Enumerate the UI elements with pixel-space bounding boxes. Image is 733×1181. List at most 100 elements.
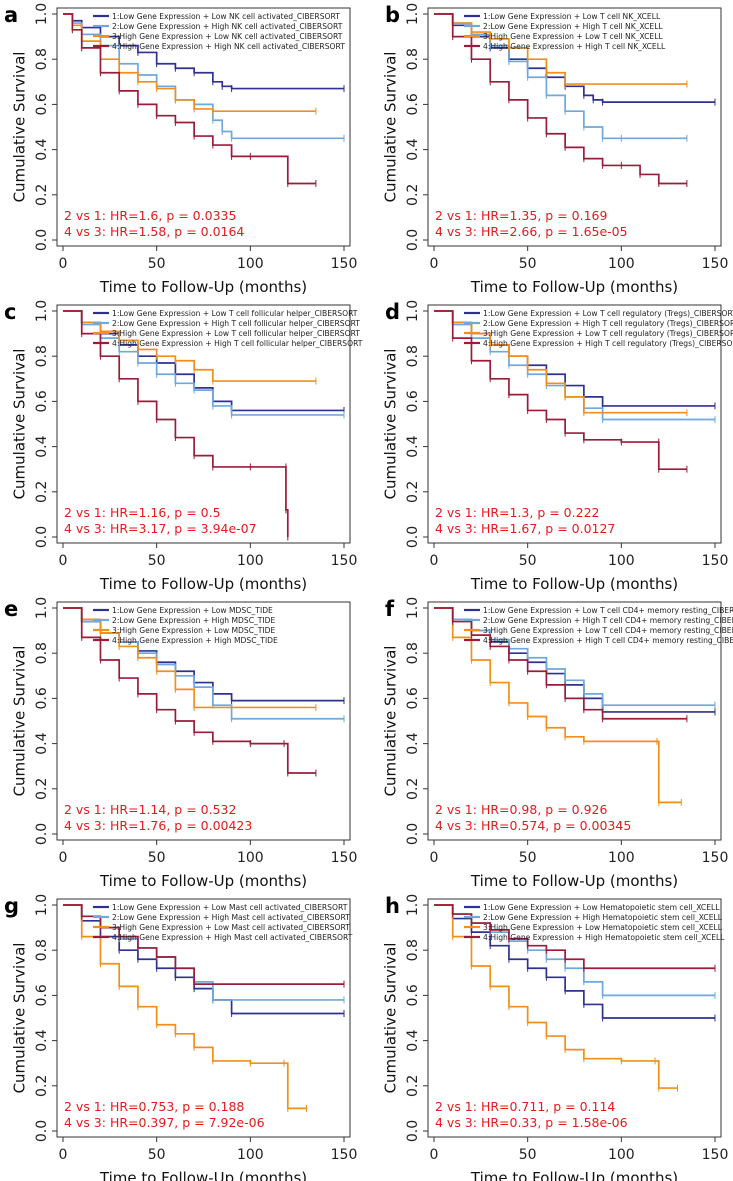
y-tick-label: 0.0 (405, 526, 421, 548)
y-tick-label: 1.0 (405, 597, 421, 619)
y-tick-label: 0.8 (405, 642, 421, 664)
y-tick-label: 1.0 (405, 300, 421, 322)
legend-entry-4: 4:High Gene Expression + High MDSC_TIDE (112, 636, 278, 645)
y-tick-label: 0.2 (405, 1075, 421, 1097)
legend-entry-1: 1:Low Gene Expression + Low T cell NK_XC… (483, 12, 661, 21)
x-tick-label: 150 (702, 553, 729, 569)
y-tick-label: 0.6 (34, 984, 50, 1006)
legend-entry-3: 3:High Gene Expression + Low Hematopoiet… (483, 923, 723, 932)
hr-annotation-2: 4 vs 3: HR=1.58, p = 0.0164 (64, 224, 244, 239)
y-tick-label: 0.8 (34, 48, 50, 70)
y-tick-label: 0.4 (34, 435, 50, 457)
y-axis-title: Cumulative Survival (382, 943, 400, 1094)
y-tick-label: 0.6 (405, 390, 421, 412)
x-tick-label: 100 (237, 1147, 264, 1163)
km-panel-f: f 0.0 0.2 0.4 0.6 0.8 1.0 0 50 100 150 Time to Foll… (382, 597, 733, 890)
y-tick-label: 0.0 (34, 229, 50, 251)
y-tick-label: 0.4 (405, 732, 421, 754)
x-tick-label: 100 (237, 256, 264, 272)
y-tick-label: 1.0 (34, 3, 50, 25)
hr-annotation-1: 2 vs 1: HR=0.753, p = 0.188 (64, 1099, 244, 1114)
y-axis-title: Cumulative Survival (11, 943, 29, 1094)
legend-entry-2: 2:Low Gene Expression + High T cell regu… (483, 319, 733, 328)
hr-annotation-1: 2 vs 1: HR=0.98, p = 0.926 (435, 802, 607, 817)
hr-annotation-2: 4 vs 3: HR=3.17, p = 3.94e-07 (64, 521, 257, 536)
legend-entry-3: 3:High Gene Expression + Low T cell CD4+… (483, 626, 733, 635)
y-tick-label: 1.0 (405, 894, 421, 916)
km-panel-h: h 0.0 0.2 0.4 0.6 0.8 1.0 0 50 100 150 Time to Foll… (382, 894, 729, 1181)
plot-frame (427, 898, 722, 1138)
y-tick-label: 0.4 (34, 732, 50, 754)
x-tick-label: 150 (702, 256, 729, 272)
y-tick-label: 0.6 (405, 984, 421, 1006)
x-axis-title: Time to Follow-Up (months) (99, 278, 307, 296)
survival-curve-3 (63, 904, 307, 1110)
panel-letter: g (4, 894, 19, 918)
legend-entry-4: 4:High Gene Expression + High T cell CD4… (483, 636, 733, 645)
y-tick-label: 0.2 (34, 1075, 50, 1097)
y-tick-label: 0.6 (405, 93, 421, 115)
legend-entry-1: 1:Low Gene Expression + Low T cell CD4+ … (483, 606, 733, 615)
hr-annotation-1: 2 vs 1: HR=1.35, p = 0.169 (435, 208, 607, 223)
x-tick-label: 0 (430, 256, 439, 272)
legend-entry-4: 4:High Gene Expression + High T cell fol… (112, 339, 363, 348)
y-tick-label: 0.8 (34, 642, 50, 664)
x-axis-title: Time to Follow-Up (months) (470, 872, 678, 890)
survival-curve-3 (434, 904, 678, 1089)
x-tick-label: 50 (148, 553, 166, 569)
x-tick-label: 50 (519, 256, 537, 272)
legend-entry-4: 4:High Gene Expression + High NK cell ac… (112, 42, 345, 51)
y-tick-label: 0.6 (405, 687, 421, 709)
x-axis-title: Time to Follow-Up (months) (99, 575, 307, 593)
km-panel-d: d 0.0 0.2 0.4 0.6 0.8 1.0 0 50 100 150 Time to Foll… (382, 300, 733, 593)
legend-entry-2: 2:Low Gene Expression + High T cell CD4+… (483, 616, 733, 625)
y-tick-label: 0.8 (34, 939, 50, 961)
y-tick-label: 0.4 (34, 1029, 50, 1051)
x-tick-label: 150 (702, 1147, 729, 1163)
y-tick-label: 0.4 (405, 138, 421, 160)
y-tick-label: 1.0 (34, 894, 50, 916)
x-tick-label: 150 (702, 850, 729, 866)
legend-entry-1: 1:Low Gene Expression + Low Hematopoieti… (483, 903, 720, 912)
y-tick-label: 0.2 (34, 481, 50, 503)
x-axis-title: Time to Follow-Up (months) (99, 872, 307, 890)
legend-entry-3: 3:High Gene Expression + Low T cell foll… (112, 329, 360, 338)
survival-curve-4 (63, 310, 289, 537)
y-tick-label: 0.0 (34, 526, 50, 548)
y-tick-label: 0.8 (405, 48, 421, 70)
survival-curve-3 (434, 13, 687, 85)
x-tick-label: 50 (519, 850, 537, 866)
y-tick-label: 0.4 (34, 138, 50, 160)
legend-entry-2: 2:Low Gene Expression + High Hematopoiet… (483, 913, 723, 922)
plot-frame (427, 7, 722, 247)
x-tick-label: 0 (59, 256, 68, 272)
x-axis-title: Time to Follow-Up (months) (470, 575, 678, 593)
plot-frame (56, 304, 351, 544)
legend-entry-4: 4:High Gene Expression + High T cell reg… (483, 339, 733, 348)
y-tick-label: 0.6 (34, 93, 50, 115)
y-tick-label: 1.0 (34, 597, 50, 619)
y-tick-label: 0.2 (405, 481, 421, 503)
legend-entry-3: 3:High Gene Expression + Low T cell regu… (483, 329, 733, 338)
legend-entry-1: 1:Low Gene Expression + Low T cell folli… (112, 309, 358, 318)
x-tick-label: 0 (59, 553, 68, 569)
y-axis-title: Cumulative Survival (382, 349, 400, 500)
y-tick-label: 0.2 (405, 184, 421, 206)
x-axis-title: Time to Follow-Up (months) (99, 1169, 307, 1181)
hr-annotation-1: 2 vs 1: HR=1.6, p = 0.0335 (64, 208, 236, 223)
x-tick-label: 50 (148, 256, 166, 272)
panel-letter: b (385, 3, 400, 27)
y-tick-label: 1.0 (34, 300, 50, 322)
y-tick-label: 0.0 (405, 823, 421, 845)
hr-annotation-2: 4 vs 3: HR=1.76, p = 0.00423 (64, 818, 252, 833)
y-axis-title: Cumulative Survival (382, 646, 400, 797)
hr-annotation-1: 2 vs 1: HR=1.3, p = 0.222 (435, 505, 599, 520)
legend-entry-1: 1:Low Gene Expression + Low Mast cell ac… (112, 903, 348, 912)
panel-letter: e (4, 597, 18, 621)
y-tick-label: 0.0 (34, 1120, 50, 1142)
panel-letter: d (385, 300, 400, 324)
legend-entry-1: 1:Low Gene Expression + Low T cell regul… (483, 309, 733, 318)
y-axis-title: Cumulative Survival (11, 349, 29, 500)
legend-entry-4: 4:High Gene Expression + High Hematopoie… (483, 933, 725, 942)
survival-curve-4 (63, 607, 316, 774)
